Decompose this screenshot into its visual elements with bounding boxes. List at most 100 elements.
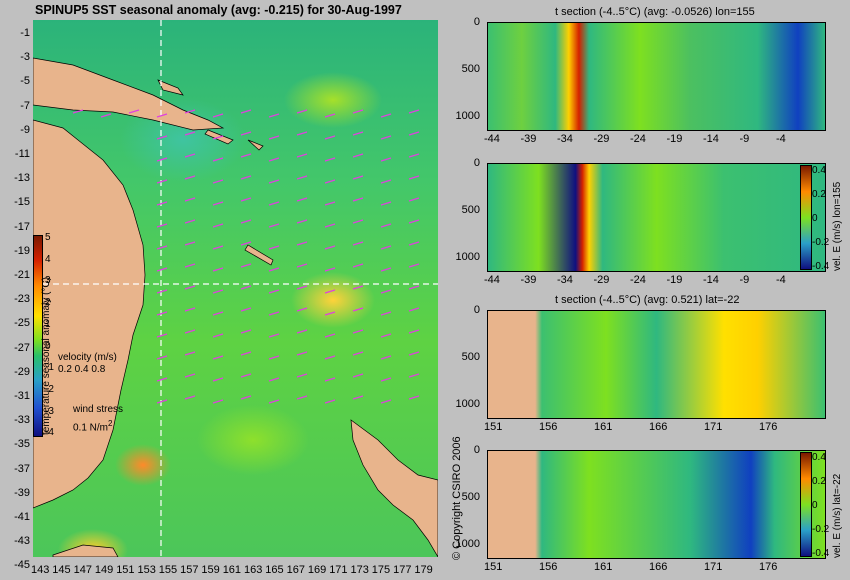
cbar-tick: 5 xyxy=(45,232,51,243)
lat-label: -25 xyxy=(14,317,30,330)
wind-arrow xyxy=(296,351,308,356)
sst-anomaly-map[interactable]: 5 4 3 2 1 0 -1 -2 -3 -4 temperature seasonal anom… xyxy=(33,20,438,557)
panel-xtick: 176 xyxy=(759,421,778,433)
wind-arrow xyxy=(352,131,364,136)
wind-arrow xyxy=(268,113,280,118)
wind-arrow xyxy=(240,131,252,136)
panel-xtick: -29 xyxy=(593,133,610,145)
wind-arrow xyxy=(408,109,420,114)
panel-xtick: -29 xyxy=(593,274,610,286)
wind-arrow xyxy=(380,333,392,338)
wind-arrow xyxy=(380,157,392,162)
wind-arrow xyxy=(352,153,364,158)
panel-xtick: -44 xyxy=(484,274,500,286)
panel-xtick: 166 xyxy=(649,561,668,573)
panel-xtick: 151 xyxy=(484,561,503,573)
wind-arrow xyxy=(268,223,280,228)
wind-arrow xyxy=(352,395,364,400)
lon-label: 155 xyxy=(158,564,178,576)
wind-arrow xyxy=(324,399,336,404)
cbar-tick: 0 xyxy=(45,340,51,352)
lon-label: 169 xyxy=(307,564,327,576)
lat-label: -7 xyxy=(20,99,30,112)
wind-arrow xyxy=(156,311,168,316)
wind-arrow xyxy=(212,267,224,272)
vel-cbar-tick: 0 xyxy=(812,213,818,224)
page-title: SPINUP5 SST seasonal anomaly (avg: -0.21… xyxy=(35,3,402,17)
wind-arrow xyxy=(184,263,196,268)
panel-xtick: -9 xyxy=(739,274,750,286)
wind-arrow xyxy=(212,377,224,382)
vel-colorbar xyxy=(800,452,812,557)
lon-label: 145 xyxy=(52,564,71,576)
wind-arrow xyxy=(240,285,252,290)
panel-xtick: -9 xyxy=(739,133,750,145)
velocity-label: velocity (m/s) xyxy=(58,352,117,363)
wind-arrow xyxy=(240,109,252,114)
lat-label: -13 xyxy=(14,172,30,185)
wind-arrow xyxy=(156,135,168,140)
wind-arrow xyxy=(240,263,252,268)
wind-arrow xyxy=(352,351,364,356)
lat-label: -11 xyxy=(14,148,30,160)
wind-arrow xyxy=(352,197,364,202)
wind-arrow xyxy=(156,201,168,206)
wind-arrow xyxy=(352,241,364,246)
lon-label: 163 xyxy=(244,564,263,576)
wind-arrow xyxy=(352,263,364,268)
cbar-tick: -3 xyxy=(45,405,54,417)
wind-arrow xyxy=(212,245,224,250)
wind-arrow xyxy=(380,311,392,316)
wind-arrow xyxy=(296,329,308,334)
wind-arrow xyxy=(268,399,280,404)
lat-label: -29 xyxy=(14,365,30,378)
lon-label: 165 xyxy=(265,564,284,576)
wind-arrow xyxy=(184,153,196,158)
section-panel[interactable] xyxy=(487,163,826,272)
wind-arrow xyxy=(156,399,168,404)
wind-arrow xyxy=(184,351,196,356)
lon-label: 173 xyxy=(350,564,369,576)
wind-arrow xyxy=(268,311,280,316)
lat-label: -39 xyxy=(14,486,30,499)
wind-stress-label: wind stress xyxy=(73,404,124,415)
wind-arrow xyxy=(240,329,252,334)
wind-arrow xyxy=(212,113,224,118)
wind-arrow xyxy=(240,197,252,202)
wind-arrow xyxy=(184,109,196,114)
wind-arrow xyxy=(408,395,420,400)
panel-xtick: -19 xyxy=(666,133,683,145)
cbar-tick: 2 xyxy=(45,297,51,309)
wind-arrow xyxy=(156,245,168,250)
vel-cbar-label: vel. E (m/s) lon=155 xyxy=(832,181,843,271)
wind-arrow xyxy=(324,311,336,316)
panel-xtick: 156 xyxy=(539,421,558,433)
section-panel[interactable] xyxy=(487,22,826,131)
wind-arrow xyxy=(324,135,336,140)
lon-label: 175 xyxy=(371,564,391,576)
wind-arrow xyxy=(324,289,336,294)
wind-arrow xyxy=(408,285,420,290)
section-panel[interactable] xyxy=(487,450,826,559)
wind-arrow xyxy=(268,289,280,294)
wind-arrow xyxy=(408,131,420,136)
wind-arrow xyxy=(324,377,336,382)
wind-arrow xyxy=(324,267,336,272)
australia-land xyxy=(33,119,146,509)
wind-arrow xyxy=(156,289,168,294)
panel-title: t section (-4..5°C) (avg: 0.521) lat=-22 xyxy=(555,294,740,306)
wind-arrow xyxy=(268,267,280,272)
wind-arrow xyxy=(296,175,308,180)
wind-arrow xyxy=(408,329,420,334)
section-panel[interactable] xyxy=(487,310,826,419)
wind-arrow xyxy=(240,219,252,224)
wind-arrow xyxy=(380,223,392,228)
wind-arrow xyxy=(240,351,252,356)
wind-arrow xyxy=(296,131,308,136)
panel-xtick: -39 xyxy=(520,274,537,286)
lon-label: 151 xyxy=(116,564,135,576)
map-overlay xyxy=(33,20,438,557)
wind-arrow xyxy=(156,179,168,184)
wind-arrow xyxy=(184,241,196,246)
wind-arrow xyxy=(296,109,308,114)
